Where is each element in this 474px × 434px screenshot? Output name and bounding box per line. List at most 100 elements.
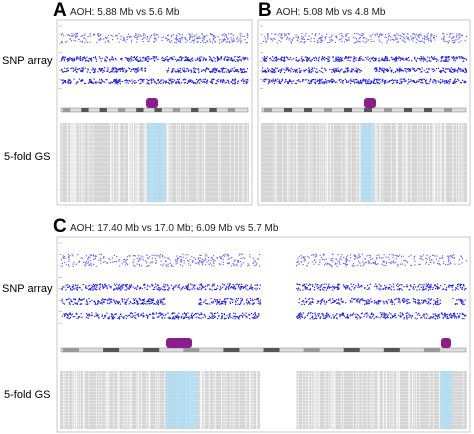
snp-dot xyxy=(167,34,169,36)
snp-dot xyxy=(192,60,194,62)
snp-dot xyxy=(226,79,229,81)
snp-dot xyxy=(462,283,465,286)
snp-dot xyxy=(343,313,345,315)
snp-dot xyxy=(272,56,274,58)
snp-dot xyxy=(131,316,133,319)
snp-dot xyxy=(245,71,247,73)
snp-dot xyxy=(72,67,75,69)
snp-dot xyxy=(234,288,236,290)
snp-dot xyxy=(426,284,429,286)
snp-dot xyxy=(82,68,84,70)
snp-dot xyxy=(332,286,334,288)
snp-dot xyxy=(244,58,247,60)
snp-dot xyxy=(234,79,236,81)
snp-dot xyxy=(104,286,106,288)
snp-dot xyxy=(69,313,71,315)
snp-dot xyxy=(154,33,156,35)
snp-dot xyxy=(106,299,108,301)
snp-dot xyxy=(350,79,352,82)
snp-dot xyxy=(404,78,406,80)
snp-dot xyxy=(68,258,70,260)
snp-dot xyxy=(420,258,422,260)
panel-title: AOH: 5.08 Mb vs 4.8 Mb xyxy=(276,7,386,18)
snp-dot xyxy=(115,300,118,302)
snp-dot xyxy=(91,82,93,84)
snp-dot xyxy=(143,79,145,81)
snp-dot xyxy=(415,302,417,304)
snp-dot xyxy=(359,37,361,39)
snp-dot xyxy=(388,81,390,83)
snp-dot xyxy=(358,257,360,259)
snp-dot xyxy=(336,81,338,83)
snp-dot xyxy=(139,34,141,36)
snp-dot xyxy=(364,80,366,82)
snp-dot xyxy=(246,68,248,70)
snp-dot xyxy=(376,303,378,305)
snp-dot xyxy=(366,255,368,257)
snp-dot xyxy=(204,255,206,257)
snp-dot xyxy=(152,317,154,320)
snp-dot xyxy=(383,315,385,317)
snp-dot xyxy=(313,289,315,291)
snp-dot xyxy=(132,298,135,300)
snp-dot xyxy=(456,303,458,305)
snp-dot xyxy=(199,79,201,81)
snp-dot xyxy=(341,57,343,59)
snp-dot xyxy=(345,288,347,290)
snp-dot xyxy=(430,286,432,289)
snp-dot xyxy=(190,283,192,285)
snp-dot xyxy=(274,80,276,83)
snp-dot xyxy=(354,316,357,318)
snp-dot xyxy=(445,60,447,62)
snp-dot xyxy=(148,58,150,60)
snp-dot xyxy=(214,289,216,291)
snp-dot xyxy=(442,79,444,81)
snp-dot xyxy=(322,36,324,38)
snp-dot xyxy=(301,316,304,319)
snp-dot xyxy=(248,302,250,304)
snp-dot xyxy=(218,59,220,61)
snp-dot xyxy=(344,70,346,72)
snp-dot xyxy=(209,262,211,264)
snp-dot xyxy=(418,34,420,36)
snp-dot xyxy=(175,71,177,73)
snp-dot xyxy=(345,57,347,59)
snp-dot xyxy=(297,37,299,39)
snp-dot xyxy=(299,318,301,320)
snp-dot xyxy=(170,57,172,59)
snp-dot xyxy=(119,80,121,82)
snp-dot xyxy=(430,56,433,58)
snp-dot xyxy=(341,37,343,39)
snp-dot xyxy=(188,80,190,82)
snp-dot xyxy=(381,34,383,36)
snp-dot xyxy=(370,35,372,38)
snp-dot xyxy=(357,59,360,62)
snp-dot xyxy=(412,37,414,39)
snp-dot xyxy=(170,80,172,82)
snp-dot xyxy=(95,58,97,60)
snp-dot xyxy=(107,41,109,43)
snp-dot xyxy=(327,80,329,82)
snp-dot xyxy=(157,301,159,304)
snp-dot xyxy=(185,316,187,318)
snp-dot xyxy=(457,68,460,70)
snp-dot xyxy=(192,57,194,59)
snp-dot xyxy=(73,261,75,263)
snp-dot xyxy=(136,303,138,305)
snp-dot xyxy=(324,264,326,266)
snp-dot xyxy=(148,300,150,302)
snp-dot xyxy=(149,262,151,264)
snp-dot xyxy=(88,313,90,315)
snp-dot xyxy=(438,81,440,83)
snp-dot xyxy=(343,284,345,286)
snp-dot xyxy=(188,318,190,320)
snp-dot xyxy=(384,36,386,38)
snp-dot xyxy=(135,69,137,71)
snp-dot xyxy=(94,303,96,305)
snp-dot xyxy=(429,288,431,290)
snp-dot xyxy=(192,260,194,262)
snp-dot xyxy=(89,72,91,74)
snp-dot xyxy=(456,317,458,319)
snp-dot xyxy=(107,67,109,69)
snp-dot xyxy=(299,284,301,286)
